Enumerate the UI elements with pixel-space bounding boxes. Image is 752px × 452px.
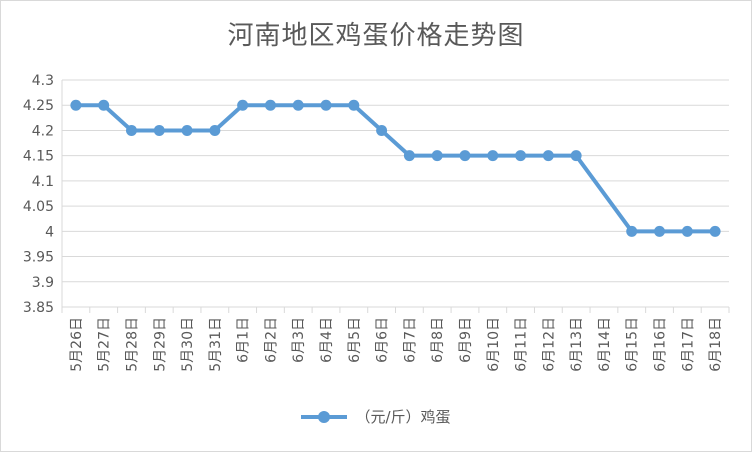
x-tick-label: 6月17日 [680, 317, 696, 372]
data-point [209, 124, 221, 136]
data-point [292, 99, 304, 111]
x-tick-label: 6月5日 [347, 317, 363, 363]
legend-marker [301, 410, 348, 423]
data-point [320, 99, 332, 111]
x-tick-label: 6月10日 [486, 317, 502, 372]
data-point [264, 99, 276, 111]
x-tick-label: 6月3日 [291, 317, 307, 363]
x-tick-label: 6月9日 [458, 317, 474, 363]
x-tick-label: 6月16日 [653, 317, 669, 372]
data-point [626, 225, 638, 237]
y-tick-label: 4 [45, 224, 54, 240]
x-tick-label: 5月31日 [208, 317, 224, 372]
x-tick-label: 6月4日 [319, 317, 335, 363]
legend: （元/斤）鸡蛋 [1, 406, 751, 427]
y-tick-label: 3.85 [23, 300, 54, 316]
data-point [459, 150, 471, 162]
chart-title: 河南地区鸡蛋价格走势图 [227, 21, 525, 51]
x-tick-label: 6月8日 [430, 317, 446, 363]
x-tick-label: 6月2日 [263, 317, 279, 363]
x-tick-label: 5月30日 [180, 317, 196, 372]
y-tick-label: 4.15 [23, 149, 54, 165]
x-tick-label: 6月12日 [541, 317, 557, 372]
data-point [431, 150, 443, 162]
series-line [73, 103, 718, 234]
x-tick-label: 5月28日 [124, 317, 140, 372]
data-point [70, 99, 82, 111]
x-tick-label: 6月13日 [569, 317, 585, 372]
data-point [348, 99, 360, 111]
data-point [98, 99, 110, 111]
y-tick-label: 3.9 [32, 275, 54, 291]
x-tick-label: 6月15日 [625, 317, 641, 372]
data-point [681, 225, 693, 237]
y-tick-label: 4.25 [23, 98, 54, 114]
data-point [709, 225, 721, 237]
y-tick-label: 3.95 [23, 250, 54, 266]
data-point [376, 124, 388, 136]
data-point [654, 225, 666, 237]
data-point [181, 124, 193, 136]
x-tick-label: 5月29日 [152, 317, 168, 372]
data-point [237, 99, 249, 111]
x-tick-label: 6月18日 [708, 317, 724, 372]
x-tick-label: 6月14日 [597, 317, 613, 372]
x-tick-label: 6月7日 [402, 317, 418, 363]
x-tick-label: 5月26日 [69, 317, 85, 372]
y-tick-label: 4.1 [32, 174, 54, 190]
data-point [125, 124, 137, 136]
data-point [403, 150, 415, 162]
y-tick-label: 4.05 [23, 199, 54, 215]
data-point [542, 150, 554, 162]
x-tick-label: 6月11日 [514, 317, 530, 372]
x-tick-label: 6月6日 [375, 317, 391, 363]
legend-item: （元/斤）鸡蛋 [301, 406, 451, 427]
data-point [570, 150, 582, 162]
x-tick-label: 6月1日 [236, 317, 252, 363]
data-point [487, 150, 499, 162]
data-point [153, 124, 165, 136]
y-tick-label: 4.3 [32, 73, 54, 89]
x-tick-label: 5月27日 [97, 317, 113, 372]
legend-label: （元/斤）鸡蛋 [355, 408, 451, 426]
y-tick-label: 4.2 [32, 123, 54, 139]
data-point [515, 150, 527, 162]
